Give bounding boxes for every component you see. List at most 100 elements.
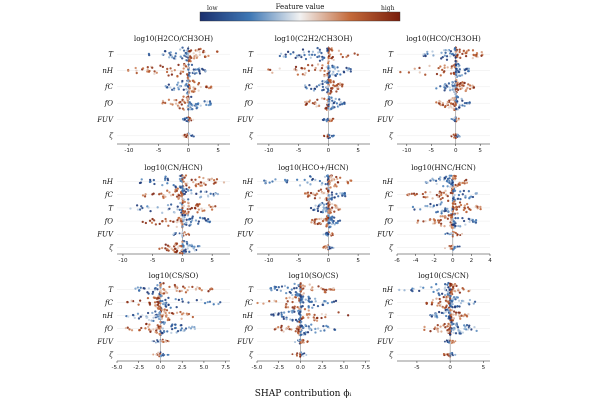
shap-point [187,63,190,66]
shap-point [463,207,467,210]
shap-point [306,331,310,334]
shap-point [407,71,411,74]
shap-point [280,285,284,288]
shap-point [161,220,164,223]
shap-point [299,355,302,358]
x-tick-label: 0.0 [156,365,165,371]
shap-point [300,66,303,70]
shap-point [446,300,449,303]
feature-label: nH [382,286,394,294]
shap-point [440,191,443,194]
shap-point [280,326,283,329]
shap-point [453,326,456,330]
shap-point [443,340,446,343]
shap-point [179,186,182,189]
shap-point [152,316,155,319]
shap-point [184,182,187,185]
shap-point [174,247,177,250]
shap-point [457,117,460,120]
feature-label: FUV [236,338,254,346]
shap-point [336,220,340,223]
shap-point [160,246,164,250]
shap-point [178,290,181,293]
shap-point [270,313,273,316]
x-tick-label: 0 [451,258,455,264]
shap-point [188,186,191,189]
shap-point [183,213,187,217]
shap-point [447,286,450,289]
shap-point [180,327,183,330]
shap-point [435,72,439,76]
shap-point [303,308,307,311]
shap-point [302,341,305,344]
shap-point [454,311,458,314]
shap-point [175,99,178,102]
shap-point [203,217,206,220]
shap-point [290,328,293,331]
shap-point [158,247,161,250]
shap-point [450,218,453,222]
shap-point [460,86,463,89]
shap-point [203,209,206,212]
shap-point [449,299,453,302]
shap-point [453,220,456,224]
shap-point [299,339,302,342]
shap-point [157,302,160,305]
shap-point [326,118,329,121]
shap-point [456,212,459,215]
shap-point [162,340,165,343]
shap-point [126,300,129,304]
shap-point [300,320,303,324]
shap-point [127,69,130,73]
shap-point [440,292,444,295]
shap-point [162,322,166,326]
shap-point [332,134,335,137]
shap-point [323,135,326,137]
shap-point [441,103,445,107]
shap-point [454,216,457,220]
shap-point [155,327,158,330]
shap-point [197,182,200,186]
shap-point [170,73,174,76]
shap-point [321,64,324,67]
shap-point [312,89,316,92]
feature-label: nH [382,67,394,75]
x-tick-label: 5.0 [339,365,348,371]
feature-label: FUV [236,116,254,124]
shap-point [187,137,190,139]
shap-point [332,177,335,181]
shap-point [446,66,449,69]
shap-point [452,295,456,299]
shap-point [161,308,164,311]
feature-label: nH [242,312,254,320]
shap-point [161,354,164,357]
shap-point [464,325,467,328]
shap-point [174,326,177,330]
shap-point [443,89,446,92]
shap-point [157,340,159,343]
shap-point [446,185,449,188]
shap-point [295,286,298,290]
shap-point [307,297,311,300]
shap-point [185,73,189,76]
shap-point [458,305,461,308]
shap-point [444,314,448,318]
shap-point [156,288,159,291]
shap-point [326,74,329,77]
feature-label: T [388,51,394,59]
x-tick-label: -5 [150,258,156,264]
shap-point [321,58,324,61]
shap-point [160,289,163,293]
shap-point [209,103,212,106]
shap-point [439,85,442,88]
shap-point [181,206,184,210]
feature-label: T [248,51,254,59]
shap-point [182,188,185,191]
shap-point [312,303,316,307]
shap-point [185,233,188,236]
shap-point [138,289,141,292]
shap-point [443,311,446,314]
shap-point [307,306,310,309]
shap-point [429,202,432,206]
